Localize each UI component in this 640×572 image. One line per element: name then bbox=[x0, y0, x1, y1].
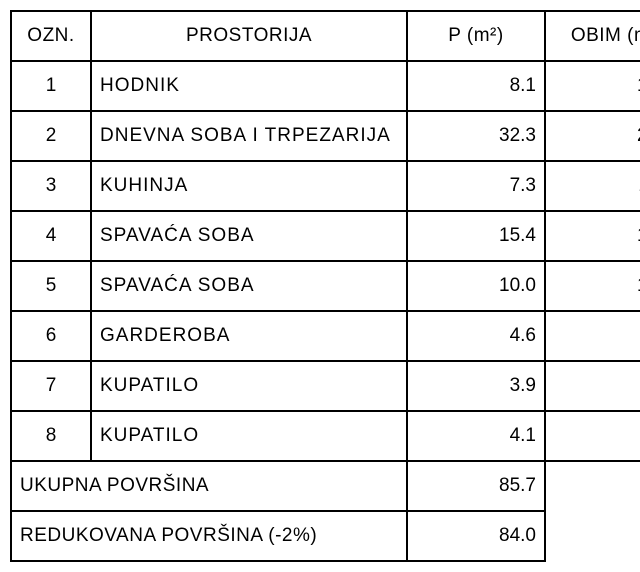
empty-cell bbox=[545, 461, 640, 511]
header-area: P (m²) bbox=[407, 11, 545, 61]
cell-ozn: 1 bbox=[11, 61, 91, 111]
cell-room: DNEVNA SOBA I TRPEZARIJA bbox=[91, 111, 407, 161]
summary-value-total: 85.7 bbox=[407, 461, 545, 511]
cell-area: 15.4 bbox=[407, 211, 545, 261]
cell-ozn: 4 bbox=[11, 211, 91, 261]
cell-perim: 15.8 bbox=[545, 211, 640, 261]
table-row: 1 HODNIK 8.1 14.0 bbox=[11, 61, 640, 111]
cell-area: 7.3 bbox=[407, 161, 545, 211]
cell-area: 32.3 bbox=[407, 111, 545, 161]
cell-perim: 23.0 bbox=[545, 111, 640, 161]
table-header-row: OZN. PROSTORIJA P (m²) OBIM (m) bbox=[11, 11, 640, 61]
cell-ozn: 8 bbox=[11, 411, 91, 461]
cell-area: 4.6 bbox=[407, 311, 545, 361]
room-area-table: OZN. PROSTORIJA P (m²) OBIM (m) 1 HODNIK… bbox=[10, 10, 640, 562]
cell-ozn: 2 bbox=[11, 111, 91, 161]
header-room: PROSTORIJA bbox=[91, 11, 407, 61]
cell-room: SPAVAĆA SOBA bbox=[91, 211, 407, 261]
cell-perim: 8.5 bbox=[545, 411, 640, 461]
summary-row-total: UKUPNA POVRŠINA 85.7 bbox=[11, 461, 640, 511]
cell-perim: 8.2 bbox=[545, 361, 640, 411]
table-row: 6 GARDEROBA 4.6 9.2 bbox=[11, 311, 640, 361]
cell-perim: 12.6 bbox=[545, 261, 640, 311]
cell-room: KUHINJA bbox=[91, 161, 407, 211]
cell-perim: 9.2 bbox=[545, 311, 640, 361]
cell-area: 8.1 bbox=[407, 61, 545, 111]
cell-ozn: 7 bbox=[11, 361, 91, 411]
table-row: 7 KUPATILO 3.9 8.2 bbox=[11, 361, 640, 411]
cell-area: 3.9 bbox=[407, 361, 545, 411]
cell-room: GARDEROBA bbox=[91, 311, 407, 361]
table-row: 2 DNEVNA SOBA I TRPEZARIJA 32.3 23.0 bbox=[11, 111, 640, 161]
cell-room: SPAVAĆA SOBA bbox=[91, 261, 407, 311]
cell-ozn: 6 bbox=[11, 311, 91, 361]
table-row: 8 KUPATILO 4.1 8.5 bbox=[11, 411, 640, 461]
summary-value-reduced: 84.0 bbox=[407, 511, 545, 561]
cell-area: 4.1 bbox=[407, 411, 545, 461]
cell-perim: 11.7 bbox=[545, 161, 640, 211]
cell-ozn: 3 bbox=[11, 161, 91, 211]
table-row: 5 SPAVAĆA SOBA 10.0 12.6 bbox=[11, 261, 640, 311]
header-ozn: OZN. bbox=[11, 11, 91, 61]
cell-area: 10.0 bbox=[407, 261, 545, 311]
cell-room: HODNIK bbox=[91, 61, 407, 111]
cell-room: KUPATILO bbox=[91, 361, 407, 411]
table-row: 4 SPAVAĆA SOBA 15.4 15.8 bbox=[11, 211, 640, 261]
summary-label-total: UKUPNA POVRŠINA bbox=[11, 461, 407, 511]
summary-label-reduced: REDUKOVANA POVRŠINA (-2%) bbox=[11, 511, 407, 561]
cell-room: KUPATILO bbox=[91, 411, 407, 461]
empty-cell bbox=[545, 511, 640, 561]
table-row: 3 KUHINJA 7.3 11.7 bbox=[11, 161, 640, 211]
cell-perim: 14.0 bbox=[545, 61, 640, 111]
cell-ozn: 5 bbox=[11, 261, 91, 311]
header-perim: OBIM (m) bbox=[545, 11, 640, 61]
summary-row-reduced: REDUKOVANA POVRŠINA (-2%) 84.0 bbox=[11, 511, 640, 561]
